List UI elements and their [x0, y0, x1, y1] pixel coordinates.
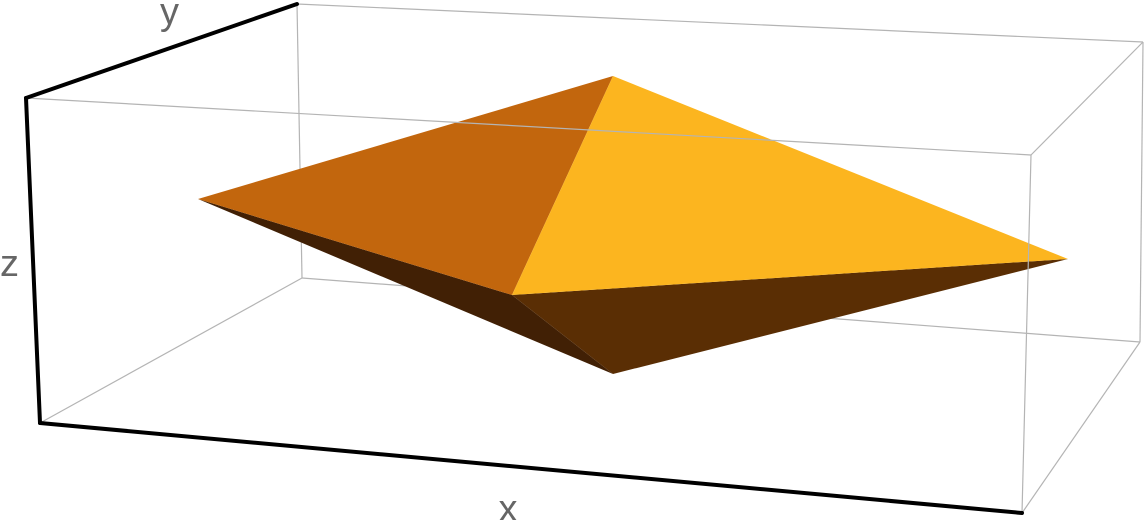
x-axis-label: x	[499, 488, 518, 520]
box-edge	[1021, 154, 1032, 514]
face-upper-left	[198, 76, 613, 295]
axes	[24, 2, 1024, 515]
box-edge	[1030, 41, 1144, 156]
octahedron	[198, 76, 1068, 374]
y-axis-label: y	[160, 0, 179, 33]
box-edge	[1139, 41, 1144, 343]
z-axis-label: z	[0, 243, 19, 285]
face-lower-left	[198, 199, 613, 374]
x-axis-line	[38, 421, 1024, 515]
box-edge	[296, 3, 1144, 43]
bounding-box-front	[25, 41, 1144, 514]
box-edge	[1021, 341, 1141, 514]
face-upper-right	[512, 76, 1068, 295]
y-axis-line	[24, 2, 299, 100]
face-lower-right	[512, 259, 1068, 374]
z-axis-line	[24, 96, 42, 425]
box-edge	[25, 97, 1032, 156]
box-edge	[39, 277, 303, 424]
